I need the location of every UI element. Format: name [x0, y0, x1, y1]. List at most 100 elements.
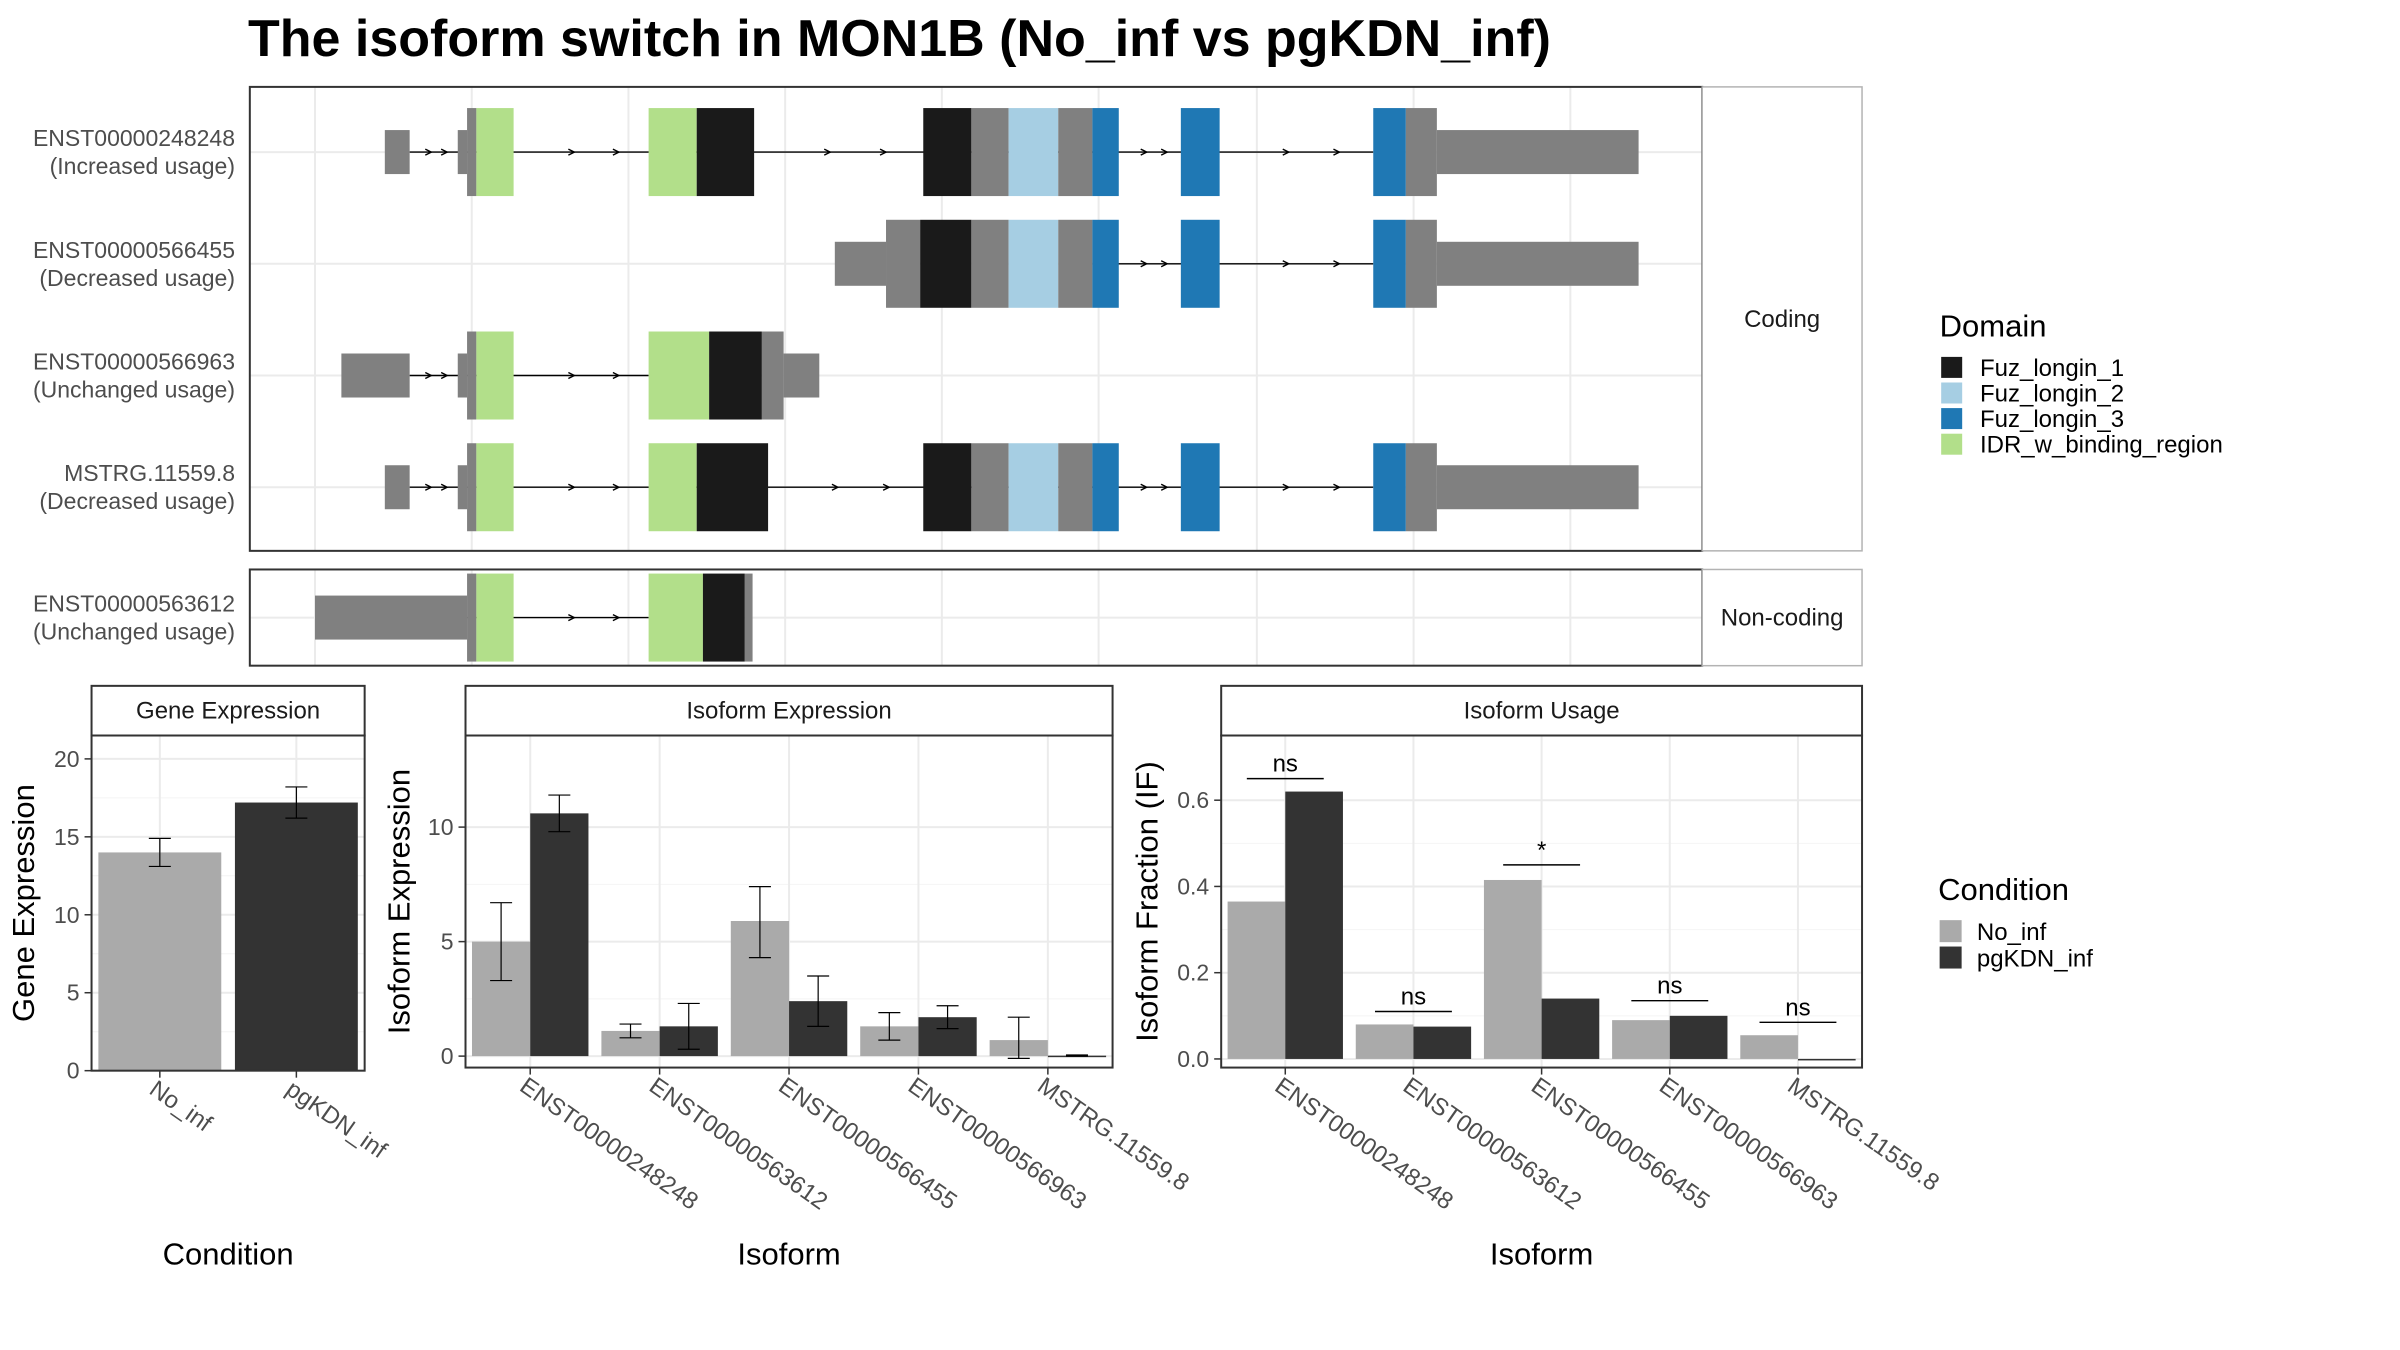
intron-arrow — [424, 483, 433, 491]
bar-ENST00000566963-No_inf — [1612, 1020, 1670, 1059]
intron-arrow — [1160, 483, 1169, 491]
bar-ENST00000566455-pgKDN_inf — [1541, 998, 1600, 1059]
intron-arrow — [424, 148, 433, 156]
isoform-track-ENST00000566455 — [834, 219, 1639, 308]
isoform-track-ENST00000248248 — [384, 108, 1639, 197]
legend-swatch — [1939, 920, 1962, 943]
legends: Domain Fuz_longin_1Fuz_longin_2Fuz_longin… — [1938, 309, 2223, 973]
domain-IDR_w_binding_region — [648, 331, 710, 420]
intron-arrow — [882, 483, 891, 491]
bar-ENST00000563612-pgKDN_inf — [1413, 1026, 1472, 1059]
y-tick-label: 0.4 — [1177, 873, 1209, 899]
legend-swatch — [1941, 356, 1963, 378]
domain-legend-title: Domain — [1940, 309, 2047, 344]
x-axis-label: Condition — [163, 1237, 294, 1272]
domain-Fuz_longin_1 — [702, 573, 745, 662]
legend-swatch — [1941, 382, 1963, 404]
domain-Fuz_longin_3 — [1180, 443, 1220, 532]
coding-exon — [1058, 443, 1093, 532]
isoform-structure-plot: ENST00000248248(Increased usage) ENST0000… — [33, 85, 1863, 667]
legend-label: pgKDN_inf — [1977, 946, 2093, 973]
utr-exon — [384, 465, 410, 510]
utr-exon — [457, 353, 468, 398]
y-axis-label: Isoform Expression — [382, 769, 417, 1034]
coding-exon — [467, 573, 477, 662]
isoform-track-ENST00000563612 — [314, 573, 753, 662]
intron-arrow — [1160, 148, 1169, 156]
coding-exon — [971, 108, 1009, 197]
isoform-track-MSTRG.11559.8 — [384, 443, 1639, 532]
bar-ENST00000248248-No_inf — [1227, 901, 1286, 1059]
coding-exon — [744, 573, 753, 662]
isoform-usage-label: (Unchanged usage) — [33, 377, 235, 403]
intron-arrow — [612, 483, 621, 491]
domain-IDR_w_binding_region — [476, 443, 514, 532]
utr-exon — [314, 595, 468, 640]
legend-label: No_inf — [1977, 919, 2047, 946]
coding-exon — [1058, 219, 1093, 308]
facet-strip — [1701, 568, 1863, 667]
coding-exon — [467, 443, 477, 532]
y-tick-label: 15 — [54, 824, 80, 850]
x-axis-label: Isoform — [737, 1237, 840, 1272]
intron-arrow — [1282, 483, 1291, 491]
intron-arrow — [831, 483, 840, 491]
domain-Fuz_longin_3 — [1180, 219, 1220, 308]
utr-exon — [1436, 241, 1639, 286]
intron-arrow — [568, 483, 576, 491]
bar-MSTRG.11559.8-pgKDN_inf — [1797, 1058, 1856, 1061]
coding-exon — [1405, 443, 1437, 532]
legend-swatch — [1939, 946, 1962, 969]
coding-exon — [467, 331, 477, 420]
intron-arrow — [612, 613, 621, 622]
domain-Fuz_longin_3 — [1180, 108, 1220, 197]
expression-charts: No_inf pgKDN_inf 0 5 10 15 20 Gene Expression Ge… — [6, 684, 1944, 1272]
chart-title: Gene Expression — [136, 698, 320, 725]
domain-IDR_w_binding_region — [476, 573, 514, 662]
legend-swatch — [1941, 433, 1963, 455]
domain-Fuz_longin_3 — [1373, 443, 1406, 532]
intron-arrow — [1333, 483, 1342, 491]
domain-Fuz_longin_3 — [1092, 108, 1119, 197]
bar-ENST00000566963-pgKDN_inf — [1669, 1015, 1728, 1059]
isoform-label: ENST00000566455 — [33, 237, 235, 263]
significance-label: ns — [1401, 984, 1426, 1011]
intron-arrow — [1282, 260, 1291, 268]
utr-exon — [1436, 465, 1639, 510]
intron-arrow — [612, 148, 621, 156]
bar-pgKDN_inf — [234, 802, 358, 1071]
intron-arrow — [1333, 148, 1342, 156]
isoform-label: MSTRG.11559.8 — [64, 460, 235, 486]
intron-arrow — [568, 613, 576, 622]
figure-title: The isoform switch in MON1B (No_inf vs p… — [248, 10, 1551, 68]
bar-ENST00000248248-pgKDN_inf — [530, 813, 589, 1057]
y-tick-label: 20 — [54, 746, 80, 772]
isoform-label: ENST00000566963 — [33, 349, 235, 375]
chart-strip — [90, 684, 366, 737]
coding-exon — [886, 219, 921, 308]
domain-IDR_w_binding_region — [476, 331, 514, 420]
domain-Fuz_longin_1 — [709, 331, 762, 420]
chart-strip — [1220, 684, 1864, 737]
intron-arrow — [1282, 148, 1291, 156]
domain-Fuz_longin_2 — [1008, 443, 1059, 532]
domain-Fuz_longin_1 — [696, 108, 755, 197]
isoform-usage-label: (Increased usage) — [50, 153, 235, 179]
y-axis-label: Gene Expression — [6, 784, 41, 1022]
isoform-label: ENST00000248248 — [33, 125, 235, 151]
facet-label: Coding — [1744, 306, 1820, 333]
coding-exon — [467, 108, 477, 197]
y-tick-label: 0.2 — [1177, 960, 1209, 986]
domain-Fuz_longin_3 — [1092, 219, 1119, 308]
domain-IDR_w_binding_region — [648, 108, 697, 197]
bar-ENST00000248248-pgKDN_inf — [1285, 791, 1343, 1059]
x-tick-label: pgKDN_inf — [281, 1075, 392, 1164]
significance-label: * — [1537, 837, 1546, 864]
coding-exon — [761, 331, 784, 420]
utr-exon — [457, 465, 468, 510]
facet-strip — [1701, 86, 1863, 552]
coding-exon — [971, 443, 1009, 532]
intron-arrow — [1160, 260, 1169, 268]
domain-Fuz_longin_3 — [1373, 108, 1406, 197]
domain-Fuz_longin_2 — [1008, 108, 1059, 197]
